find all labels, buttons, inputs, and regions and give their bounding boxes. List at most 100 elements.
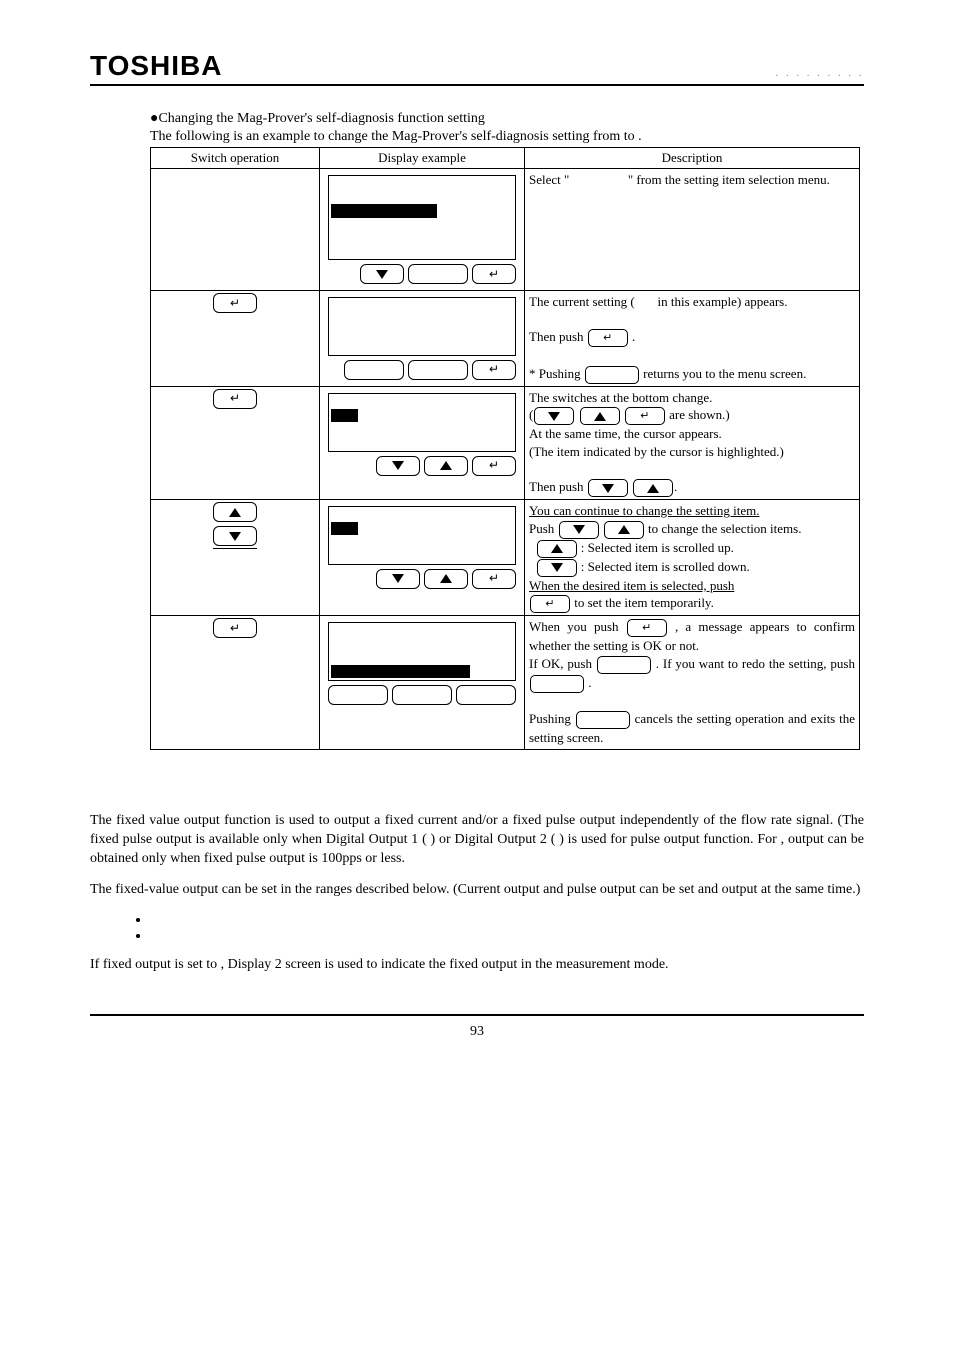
desc-text: " from the setting item selection menu. [628, 172, 830, 187]
desc-text: Push [529, 521, 554, 536]
display-caps [328, 456, 516, 476]
down-icon [537, 559, 577, 577]
enter-icon [472, 360, 516, 380]
desc-text: When the desired item is selected, push [529, 578, 734, 593]
desc-text: . [632, 329, 635, 344]
blank-button-icon [597, 656, 651, 674]
table-row: When you push , a message appears to con… [151, 616, 860, 750]
desc-text: . If you want to redo the setting, push [656, 656, 855, 671]
down-icon [360, 264, 404, 284]
desc-text: to change the selection items. [648, 521, 801, 536]
display-cell [320, 291, 525, 387]
desc-cell: When you push , a message appears to con… [525, 616, 860, 750]
display-cell [320, 616, 525, 750]
display-caps [328, 569, 516, 589]
page-number: 93 [470, 1024, 484, 1039]
blank-cap [328, 685, 388, 705]
fixed-output-p2: The fixed-value output can be set in the… [90, 881, 864, 900]
lcd-display [328, 297, 516, 356]
up-icon [424, 569, 468, 589]
switch-cell [151, 386, 320, 499]
desc-cell: The current setting ( in this example) a… [525, 291, 860, 387]
fixed-output-p1: The fixed value output function is used … [90, 812, 864, 869]
down-icon [534, 407, 574, 425]
switch-cell [151, 169, 320, 291]
enter-icon [625, 407, 665, 425]
desc-text: Then push [529, 329, 587, 344]
col-header-desc: Description [525, 148, 860, 169]
switch-cell [151, 500, 320, 616]
up-icon [580, 407, 620, 425]
page-footer: 93 [90, 1014, 864, 1040]
desc-cell: Select " " from the setting item selecti… [525, 169, 860, 291]
fixed-output-p3: If fixed output is set to , Display 2 sc… [90, 956, 864, 975]
display-caps [328, 685, 516, 705]
enter-icon [472, 264, 516, 284]
desc-text: to set the item temporarily. [574, 595, 714, 610]
up-icon [604, 521, 644, 539]
up-icon [424, 456, 468, 476]
enter-icon [530, 595, 570, 613]
doc-code: · · · · · · · · · [775, 70, 864, 82]
enter-icon [472, 456, 516, 476]
enter-icon [627, 619, 667, 637]
blank-button-icon [530, 675, 584, 693]
desc-text: : Selected item is scrolled up. [581, 540, 734, 555]
desc-text: in this example) appears. [658, 294, 788, 309]
switch-cell [151, 616, 320, 750]
blank-cap [408, 264, 468, 284]
blank-cap [408, 360, 468, 380]
desc-text: * Pushing [529, 366, 584, 381]
display-cell [320, 500, 525, 616]
desc-text: The current setting ( [529, 294, 635, 309]
desc-text: (The item indicated by the cursor is hig… [529, 444, 784, 459]
enter-icon [472, 569, 516, 589]
bullet-list [150, 912, 864, 944]
desc-text: Select " [529, 172, 569, 187]
header: TOSHIBA · · · · · · · · · [90, 50, 864, 86]
switch-cell [151, 291, 320, 387]
lcd-display [328, 393, 516, 452]
up-icon [213, 502, 257, 522]
blank-cap [392, 685, 452, 705]
section-title [90, 785, 864, 802]
logo: TOSHIBA [90, 50, 223, 82]
down-icon [559, 521, 599, 539]
table-row: The switches at the bottom change. ( are… [151, 386, 860, 499]
down-icon [588, 479, 628, 497]
intro-bullet: ●Changing the Mag-Prover's self-diagnosi… [150, 111, 864, 127]
desc-text: : Selected item is scrolled down. [581, 559, 750, 574]
desc-text: returns you to the menu screen. [643, 366, 806, 381]
desc-text: When you push [529, 619, 626, 634]
display-caps [328, 360, 516, 380]
lcd-display [328, 622, 516, 681]
up-icon [537, 540, 577, 558]
table-row: You can continue to change the setting i… [151, 500, 860, 616]
desc-text: Pushing [529, 711, 571, 726]
blank-button-icon [585, 366, 639, 384]
intro-example: The following is an example to change th… [150, 129, 864, 145]
lcd-display [328, 506, 516, 565]
enter-icon [213, 389, 257, 409]
list-item [150, 928, 864, 944]
desc-text: are shown.) [669, 407, 730, 422]
blank-button-icon [576, 711, 630, 729]
lcd-display [328, 175, 516, 260]
desc-text: If OK, push [529, 656, 596, 671]
blank-cap [344, 360, 404, 380]
list-item [150, 912, 864, 928]
table-row: The current setting ( in this example) a… [151, 291, 860, 387]
desc-text: At the same time, the cursor appears. [529, 426, 722, 441]
col-header-display: Display example [320, 148, 525, 169]
up-icon [633, 479, 673, 497]
desc-text: The switches at the bottom change. [529, 390, 712, 405]
enter-icon [213, 618, 257, 638]
display-caps [328, 264, 516, 284]
blank-cap [456, 685, 516, 705]
desc-text: . [588, 675, 591, 690]
down-icon [376, 456, 420, 476]
procedure-table: Switch operation Display example Descrip… [150, 147, 860, 750]
desc-text: Then push [529, 479, 584, 494]
table-row: Select " " from the setting item selecti… [151, 169, 860, 291]
col-header-switch: Switch operation [151, 148, 320, 169]
